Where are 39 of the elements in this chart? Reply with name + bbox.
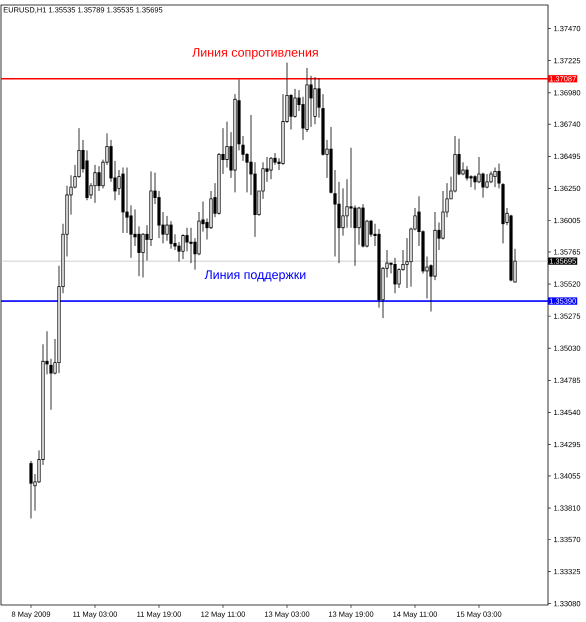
- candlestick: [93, 164, 97, 204]
- candlestick: [465, 166, 469, 181]
- candlestick: [141, 232, 145, 278]
- candlestick: [29, 460, 33, 519]
- candlestick: [125, 167, 129, 234]
- candlestick: [473, 174, 477, 190]
- candlestick: [269, 156, 273, 180]
- candlestick: [185, 227, 189, 252]
- candlestick: [137, 226, 141, 277]
- candlestick: [49, 358, 53, 410]
- annotation: Линия сопротивления: [192, 48, 318, 60]
- candlestick: [165, 216, 169, 242]
- candlestick: [397, 268, 401, 288]
- candlestick: [353, 205, 357, 266]
- candlestick: [485, 174, 489, 189]
- candlestick: [181, 234, 185, 260]
- candlestick: [241, 136, 245, 162]
- candlestick: [225, 121, 229, 168]
- candlestick: [357, 206, 361, 246]
- candlestick: [489, 170, 493, 184]
- candlestick: [169, 220, 173, 250]
- candlestick: [481, 172, 485, 198]
- candlestick: [349, 147, 353, 228]
- candlestick: [337, 181, 341, 264]
- annotation: Линия поддержки: [204, 270, 306, 282]
- candlestick: [393, 257, 397, 294]
- candlestick: [341, 188, 345, 236]
- candlestick: [333, 170, 337, 257]
- candlestick: [345, 178, 349, 228]
- candlestick: [477, 156, 481, 184]
- candlestick: [493, 167, 497, 188]
- candlestick: [317, 78, 321, 118]
- candlestick: [497, 163, 501, 189]
- candlestick: [293, 88, 297, 118]
- candlestick: [129, 205, 133, 258]
- candlestick: [309, 75, 313, 128]
- candlestick: [289, 94, 293, 130]
- candlestick: [189, 227, 193, 264]
- candlestick: [97, 166, 101, 192]
